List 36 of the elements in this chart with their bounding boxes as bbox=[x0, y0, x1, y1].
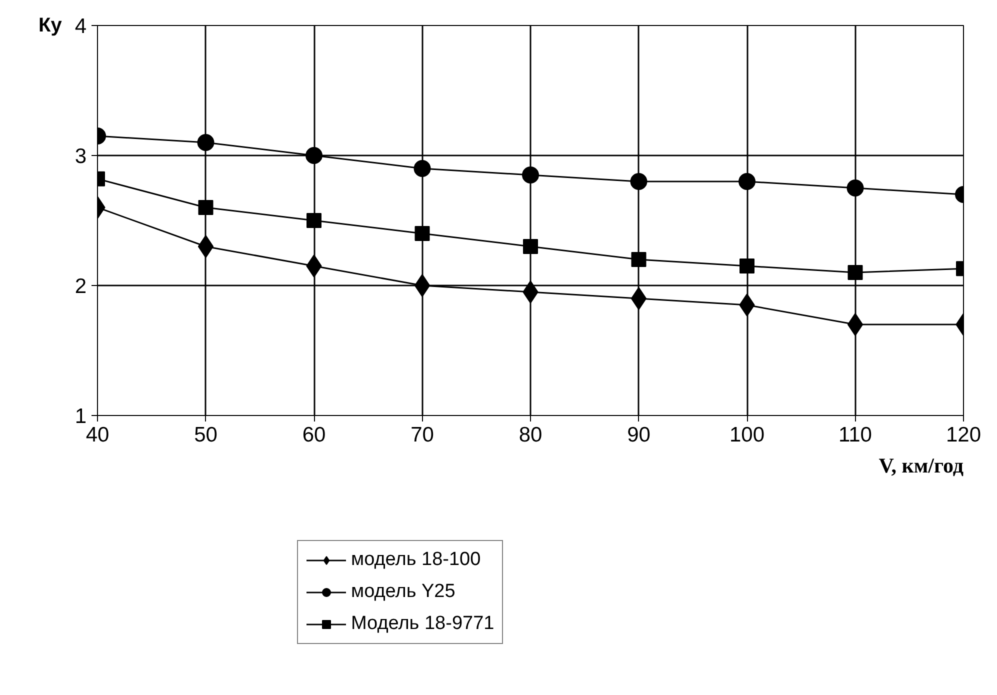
point bbox=[522, 166, 539, 184]
y-tick-label: 4 bbox=[74, 15, 87, 38]
point bbox=[738, 173, 756, 190]
y-tick-label: 3 bbox=[74, 145, 87, 168]
x-tick-label: 80 bbox=[518, 424, 542, 446]
point bbox=[740, 258, 754, 274]
point bbox=[414, 274, 430, 297]
point bbox=[523, 239, 538, 254]
point bbox=[630, 173, 648, 190]
y-tick-label: 2 bbox=[74, 275, 87, 298]
point bbox=[630, 287, 647, 310]
x-tick-label: 110 bbox=[838, 424, 872, 446]
point bbox=[414, 160, 431, 177]
y-axis-title: Ку bbox=[38, 14, 63, 36]
legend-label: Модель 18-9771 bbox=[351, 613, 494, 635]
point bbox=[198, 200, 214, 215]
legend-label: модель 18-100 bbox=[351, 549, 481, 571]
x-tick-label: 50 bbox=[194, 424, 218, 446]
legend-label: модель Y25 bbox=[351, 581, 456, 603]
point bbox=[848, 265, 863, 280]
x-tick-label: 60 bbox=[302, 424, 326, 446]
point bbox=[306, 147, 322, 164]
point bbox=[198, 235, 214, 258]
x-tick-label: 90 bbox=[627, 424, 650, 446]
x-tick-label: 120 bbox=[946, 424, 982, 446]
x-tick-label: 100 bbox=[729, 424, 765, 446]
point bbox=[197, 134, 214, 151]
point bbox=[631, 252, 646, 267]
x-tick-label: 40 bbox=[86, 424, 110, 446]
point bbox=[847, 313, 864, 336]
point bbox=[846, 180, 864, 196]
x-axis-title: V, км/год bbox=[878, 454, 964, 478]
y-tick-label: 1 bbox=[74, 405, 87, 428]
point bbox=[414, 226, 430, 241]
point bbox=[306, 213, 322, 228]
x-tick-label: 70 bbox=[410, 424, 434, 446]
